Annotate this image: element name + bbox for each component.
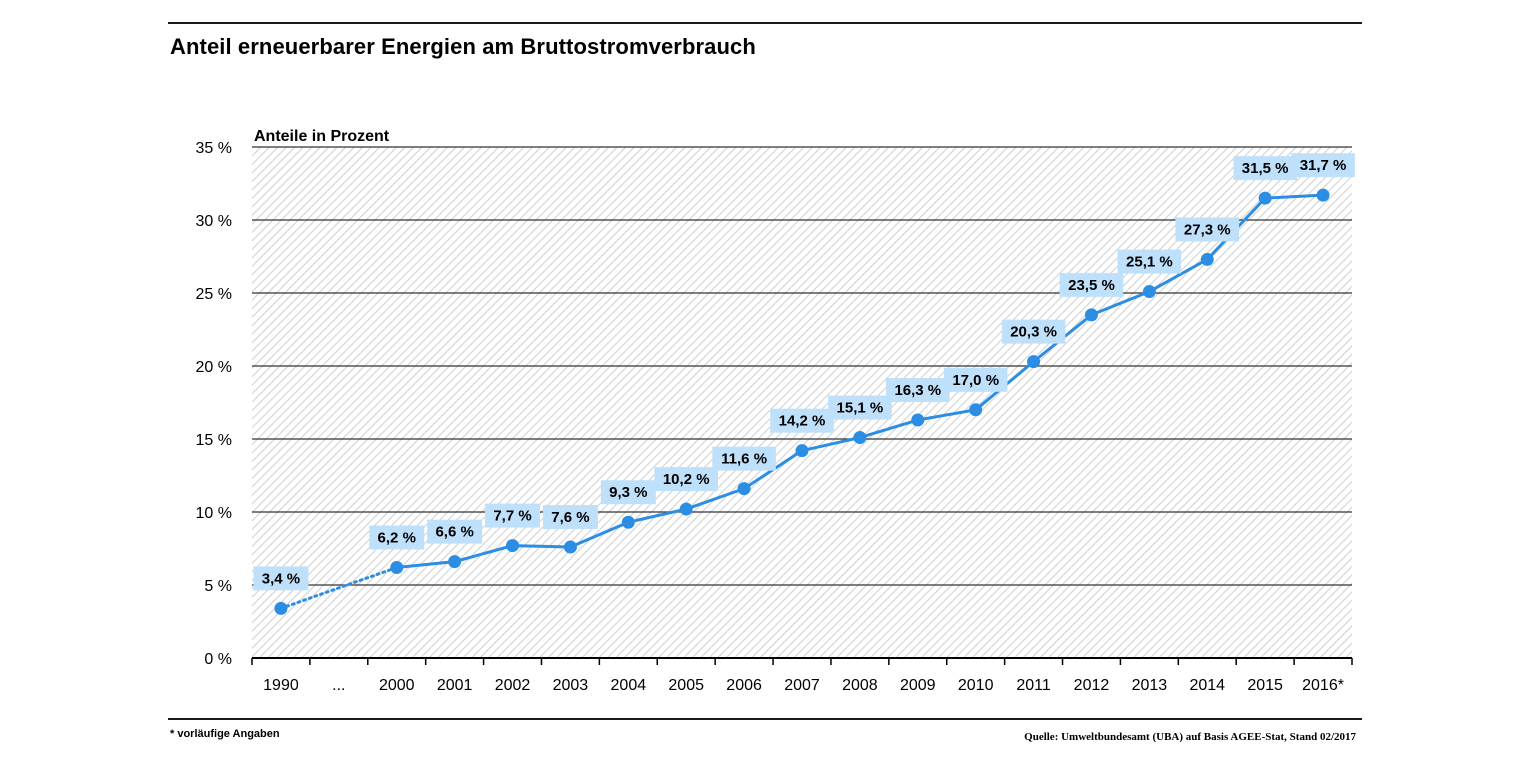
data-point: [969, 403, 983, 417]
gridlines: [252, 146, 1352, 586]
data-label-box: [1291, 153, 1355, 178]
data-point: [1142, 285, 1156, 299]
data-label: 3,4 %: [262, 570, 300, 587]
x-tick-label: 2013: [1132, 677, 1168, 694]
y-axis-label: Anteile in Prozent: [254, 128, 390, 145]
data-point: [737, 482, 751, 496]
data-label-box: [427, 519, 483, 544]
x-tick-label: 2012: [1074, 677, 1110, 694]
data-label-box: [369, 525, 425, 550]
x-tick-label: ...: [332, 677, 345, 694]
data-point: [390, 560, 404, 574]
data-label: 23,5 %: [1068, 277, 1115, 294]
top-rule: [168, 22, 1362, 24]
data-point: [911, 413, 925, 427]
data-label-box: [943, 367, 1008, 392]
x-tick-label: 2004: [611, 677, 647, 694]
x-tick-label: 2003: [553, 677, 589, 694]
data-point: [853, 431, 867, 445]
x-tick-label: 2016*: [1302, 677, 1344, 694]
data-point: [621, 515, 635, 529]
y-tick-label: 30 %: [196, 213, 232, 230]
data-label: 15,1 %: [837, 400, 884, 417]
data-point: [679, 502, 693, 516]
x-tick-label: 2002: [495, 677, 531, 694]
data-point: [506, 539, 520, 553]
y-tick-label: 25 %: [196, 286, 232, 303]
data-point: [448, 555, 462, 569]
source-note: Quelle: Umweltbundesamt (UBA) auf Basis …: [1024, 731, 1356, 743]
series-line: [274, 188, 1330, 615]
y-tick-label: 20 %: [196, 359, 232, 376]
data-label-box: [1059, 272, 1124, 297]
data-label-box: [770, 408, 834, 433]
data-label-box: [253, 566, 309, 591]
data-point: [1258, 191, 1272, 205]
data-point: [1084, 308, 1098, 322]
x-tick-label: 2008: [842, 677, 878, 694]
data-label: 31,7 %: [1300, 157, 1347, 174]
data-label-box: [1001, 319, 1066, 344]
y-tick-label: 15 %: [196, 432, 232, 449]
data-point: [795, 444, 809, 458]
data-label-box: [654, 467, 719, 492]
data-label: 10,2 %: [663, 471, 710, 488]
data-label: 7,7 %: [493, 508, 531, 525]
data-label: 6,6 %: [435, 524, 473, 541]
x-tick-label: 2006: [726, 677, 762, 694]
data-label: 16,3 %: [894, 382, 941, 399]
chart-title: Anteil erneuerbarer Energien am Bruttost…: [170, 34, 756, 59]
x-tick-label: 2001: [437, 677, 473, 694]
data-label-box: [1117, 249, 1182, 274]
data-label: 7,6 %: [551, 509, 589, 526]
data-label: 25,1 %: [1126, 254, 1173, 271]
data-label: 11,6 %: [721, 451, 767, 468]
data-label: 14,2 %: [779, 413, 826, 430]
dotted-segment: [279, 565, 399, 610]
data-label: 9,3 %: [609, 484, 647, 501]
data-label: 6,2 %: [378, 529, 416, 546]
data-label-box: [542, 505, 598, 530]
x-tick-label: 1990: [263, 677, 299, 694]
y-tick-label: 10 %: [196, 505, 232, 522]
x-tick-label: 2015: [1247, 677, 1283, 694]
data-labels: 3,4 % 6,2 % 6,6 % 7,7 % 7,6 % 9,3 % 10,2 % 11,6…: [253, 153, 1355, 591]
data-point: [1200, 252, 1214, 266]
x-axis: 1990... 2000 2001 2002 2003 2004 2005 2006 2007 2…: [251, 657, 1353, 694]
y-tick-label: 0 %: [204, 651, 232, 668]
data-point: [563, 540, 577, 554]
y-axis: 0 % 5 % 10 % 15 % 20 % 25 % 30 % 35 %: [196, 140, 232, 668]
data-label: 20,3 %: [1010, 324, 1057, 341]
footnote: * vorläufige Angaben: [170, 728, 280, 740]
x-tick-label: 2007: [784, 677, 820, 694]
data-label-box: [828, 395, 892, 420]
x-tick-label: 2000: [379, 677, 415, 694]
plot-area: [252, 147, 1352, 658]
data-point: [1316, 188, 1330, 202]
x-tick-label: 2014: [1189, 677, 1225, 694]
x-tick-label: 2011: [1016, 677, 1051, 694]
data-label-box: [485, 503, 541, 528]
x-tick-label: 2005: [668, 677, 704, 694]
x-tick-label: 2009: [900, 677, 936, 694]
data-label: 17,0 %: [952, 372, 999, 389]
data-label-box: [712, 446, 776, 471]
data-label-box: [885, 378, 950, 403]
y-tick-label: 35 %: [196, 140, 232, 157]
data-label-box: [1175, 217, 1240, 242]
data-point: [274, 601, 288, 615]
data-label: 27,3 %: [1184, 221, 1231, 238]
data-label: 31,5 %: [1242, 160, 1289, 177]
data-point: [1027, 355, 1041, 369]
data-label-box: [600, 480, 656, 505]
bottom-rule: [168, 718, 1362, 720]
data-label-box: [1233, 156, 1297, 181]
y-tick-label: 5 %: [204, 578, 232, 595]
x-tick-label: 2010: [958, 677, 994, 694]
